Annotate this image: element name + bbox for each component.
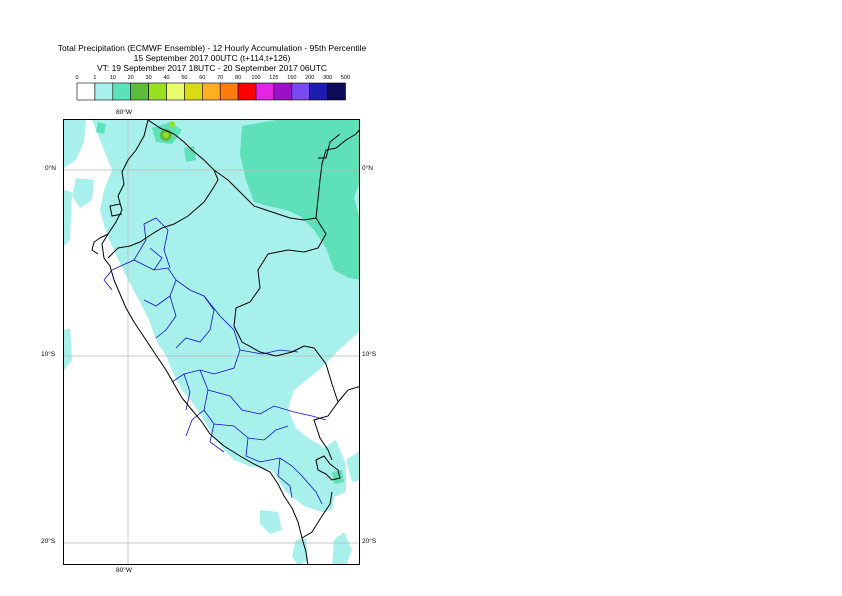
legend-threshold-label: 80 bbox=[235, 75, 241, 81]
precip-spot-heavy bbox=[163, 132, 169, 138]
precip-area-light bbox=[332, 532, 352, 564]
legend-swatch bbox=[273, 82, 293, 101]
legend-swatch bbox=[76, 82, 96, 101]
precip-area-light bbox=[64, 328, 72, 370]
admin-boundary bbox=[133, 217, 169, 261]
admin-boundary bbox=[301, 475, 323, 505]
lat-label-left-20s: 20°S bbox=[41, 538, 56, 545]
legend-swatch bbox=[327, 82, 346, 101]
country-border bbox=[318, 133, 341, 159]
coastline bbox=[101, 120, 309, 564]
legend-swatch bbox=[130, 82, 149, 101]
legend-threshold-label: 200 bbox=[305, 75, 314, 81]
precip-area-light bbox=[320, 440, 346, 498]
legend-threshold-label: 300 bbox=[323, 75, 332, 81]
admin-boundary bbox=[163, 229, 171, 269]
precip-area-medium bbox=[184, 146, 196, 162]
precip-spot-heavy bbox=[169, 121, 175, 127]
admin-boundary bbox=[185, 409, 205, 437]
precip-area-medium bbox=[96, 122, 106, 134]
map-title: Total Precipitation (ECMWF Ensemble) - 1… bbox=[57, 43, 367, 53]
admin-boundary bbox=[155, 295, 177, 339]
legend-swatch bbox=[112, 82, 132, 101]
precip-area-light bbox=[72, 178, 94, 208]
legend-swatch bbox=[166, 82, 185, 101]
legend-threshold-label: 70 bbox=[217, 75, 223, 81]
legend-threshold-label: 10 bbox=[110, 75, 116, 81]
map-canvas bbox=[64, 120, 359, 564]
lat-label-left-0n: 0°N bbox=[45, 165, 56, 172]
lat-label-right-20s: 20°S bbox=[362, 538, 377, 545]
precip-area-light bbox=[64, 120, 86, 168]
admin-boundaries bbox=[103, 217, 327, 505]
admin-boundary bbox=[209, 423, 225, 453]
legend-threshold-label: 60 bbox=[199, 75, 205, 81]
legend-swatch bbox=[291, 82, 310, 101]
legend-threshold-label: 20 bbox=[128, 75, 134, 81]
admin-boundary bbox=[199, 369, 289, 441]
legend-threshold-label: 30 bbox=[146, 75, 152, 81]
lon-label-top: 80°W bbox=[116, 109, 132, 116]
admin-boundary bbox=[277, 457, 293, 499]
admin-boundary bbox=[245, 437, 303, 477]
grid-lines bbox=[64, 120, 359, 564]
valid-time-label: VT: 19 September 2017 18UTC - 20 Septemb… bbox=[96, 63, 328, 73]
country-border bbox=[337, 386, 359, 403]
legend-swatch bbox=[184, 82, 203, 101]
admin-boundary bbox=[175, 279, 215, 349]
precip-area-light bbox=[260, 510, 282, 534]
precipitation-map bbox=[63, 119, 360, 565]
admin-boundary bbox=[171, 295, 241, 383]
coastline bbox=[91, 233, 109, 255]
legend-threshold-label: 0 bbox=[75, 75, 78, 81]
legend-swatch bbox=[219, 82, 239, 101]
legend-swatch bbox=[148, 82, 167, 101]
legend-swatch bbox=[309, 82, 328, 101]
country-border bbox=[303, 345, 339, 461]
legend-swatch bbox=[237, 82, 257, 101]
admin-boundary bbox=[103, 269, 113, 291]
legend-threshold-label: 125 bbox=[269, 75, 278, 81]
legend-threshold-label: 1 bbox=[93, 75, 96, 81]
lake-titicaca bbox=[315, 455, 341, 481]
legend-swatch bbox=[255, 82, 275, 101]
legend-threshold-label: 100 bbox=[251, 75, 260, 81]
run-time-label: 15 September 2017 00UTC (t+114,t+126) bbox=[133, 53, 291, 63]
admin-boundary bbox=[207, 389, 327, 421]
lat-label-right-0n: 0°N bbox=[362, 165, 373, 172]
legend-threshold-label: 150 bbox=[287, 75, 296, 81]
country-border bbox=[107, 120, 219, 259]
precip-area-light bbox=[64, 190, 72, 246]
legend-threshold-label: 500 bbox=[341, 75, 350, 81]
lon-label-bottom: 80°W bbox=[116, 567, 132, 574]
precip-shading bbox=[64, 120, 359, 564]
admin-boundary bbox=[239, 349, 299, 355]
lat-label-left-10s: 10°S bbox=[41, 351, 56, 358]
admin-boundary bbox=[111, 259, 177, 307]
coastline bbox=[109, 203, 123, 217]
legend-swatch bbox=[94, 82, 114, 101]
country-border bbox=[301, 491, 333, 539]
precip-area-medium bbox=[240, 120, 359, 280]
legend-threshold-label: 50 bbox=[181, 75, 187, 81]
admin-boundary bbox=[149, 247, 163, 271]
legend-threshold-label: 40 bbox=[163, 75, 169, 81]
country-border bbox=[213, 169, 327, 357]
lat-label-right-10s: 10°S bbox=[362, 351, 377, 358]
country-border bbox=[315, 129, 359, 219]
coastlines-and-borders bbox=[91, 120, 359, 564]
precip-area-medium bbox=[332, 470, 344, 484]
precip-area-light bbox=[346, 451, 359, 482]
legend-swatch bbox=[202, 82, 221, 101]
